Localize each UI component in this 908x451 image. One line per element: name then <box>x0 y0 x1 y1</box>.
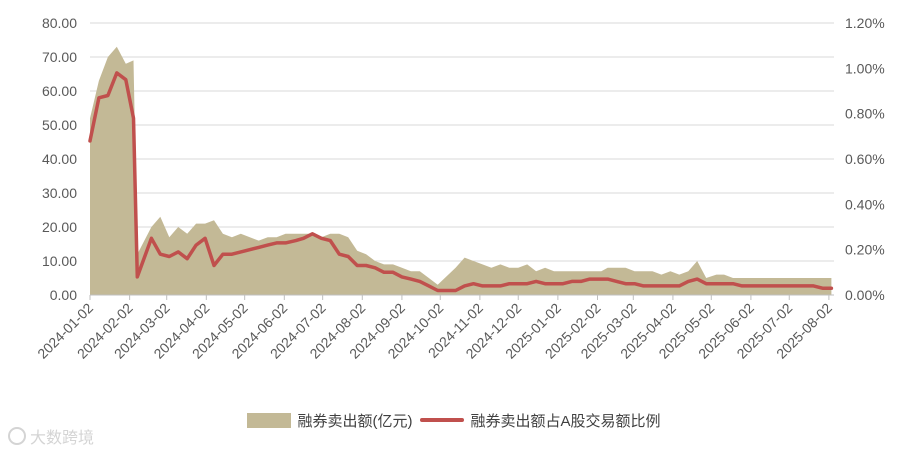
y-left-tick-label: 50.00 <box>42 117 77 133</box>
y-left-tick-label: 70.00 <box>42 49 77 65</box>
legend-swatch-area <box>247 412 292 428</box>
watermark-text: 大数跨境 <box>30 430 95 447</box>
y-right-tick-label: 1.20% <box>845 15 885 31</box>
y-left-tick-label: 40.00 <box>42 151 77 167</box>
x-axis: 2024-01-022024-02-022024-03-022024-04-02… <box>34 295 835 362</box>
legend-item-area: 融券卖出额(亿元) <box>247 410 412 431</box>
left-y-axis: 0.00 10.00 20.00 30.00 40.00 50.00 60.00 70.00 8… <box>42 15 77 303</box>
y-left-tick-label: 30.00 <box>42 185 77 201</box>
y-right-tick-label: 0.40% <box>845 196 885 212</box>
legend-swatch-line <box>420 418 465 422</box>
y-left-tick-label: 10.00 <box>42 253 77 269</box>
y-right-tick-label: 0.80% <box>845 106 885 122</box>
legend-label-line: 融券卖出额占A股交易额比例 <box>470 412 661 430</box>
area-series-fill <box>90 46 832 295</box>
legend-label-area: 融券卖出额(亿元) <box>297 412 413 430</box>
legend-item-line: 融券卖出额占A股交易额比例 <box>420 410 661 431</box>
y-right-tick-label: 0.60% <box>845 151 885 167</box>
watermark: 大数跨境 <box>8 424 94 448</box>
line-series-layer <box>88 71 834 293</box>
y-right-tick-label: 0.00% <box>845 287 885 303</box>
y-left-tick-label: 20.00 <box>42 219 77 235</box>
y-left-tick-label: 60.00 <box>42 83 77 99</box>
legend: 融券卖出额(亿元) 融券卖出额占A股交易额比例 <box>0 402 908 438</box>
y-left-tick-label: 80.00 <box>42 15 77 31</box>
watermark-logo-icon <box>8 427 26 445</box>
area-series-layer <box>90 46 832 295</box>
chart-svg: 0.00 10.00 20.00 30.00 40.00 50.00 60.00 70.00 8… <box>34 15 885 362</box>
y-right-tick-label: 1.00% <box>845 60 885 76</box>
y-left-tick-label: 0.00 <box>50 287 77 303</box>
ratio-series-line <box>88 71 834 293</box>
right-y-axis: 0.00% 0.20% 0.40% 0.60% 0.80% 1.00% 1.20% <box>845 15 885 303</box>
y-right-tick-label: 0.20% <box>845 242 885 258</box>
